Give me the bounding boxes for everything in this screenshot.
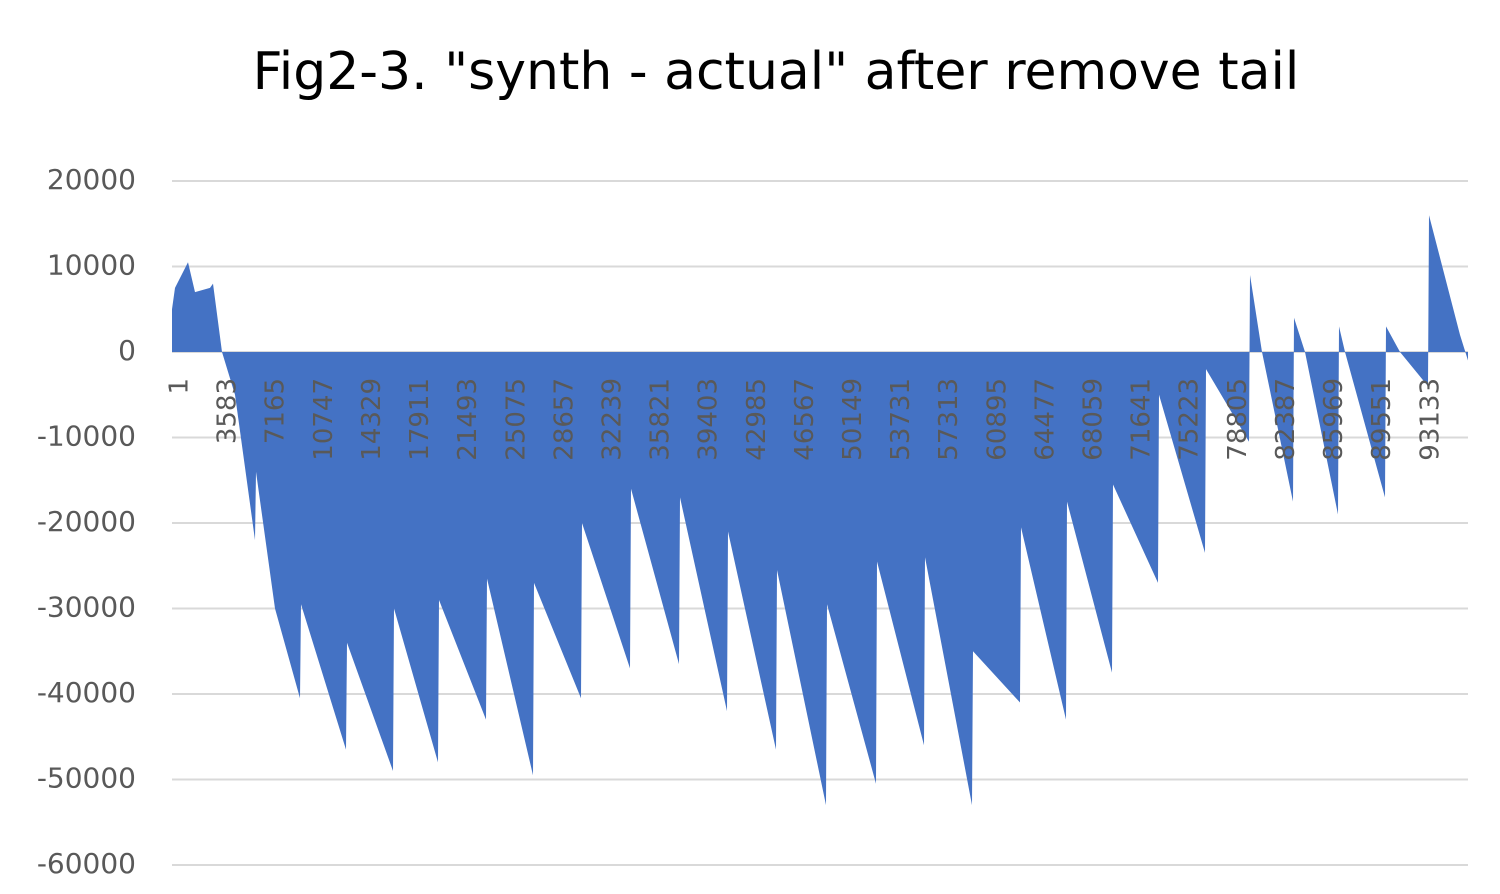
y-tick-label: -30000 bbox=[37, 591, 136, 624]
x-tick-label: 85969 bbox=[1319, 378, 1349, 461]
x-tick-label: 50149 bbox=[838, 378, 868, 461]
x-tick-label: 82387 bbox=[1271, 378, 1301, 461]
x-tick-label: 7165 bbox=[261, 378, 291, 444]
x-tick-label: 28657 bbox=[549, 378, 579, 461]
x-tick-label: 35821 bbox=[646, 378, 676, 461]
area bbox=[172, 215, 1468, 806]
x-tick-label: 17911 bbox=[405, 378, 435, 461]
x-tick-label: 14329 bbox=[357, 378, 387, 461]
x-tick-label: 75223 bbox=[1175, 378, 1205, 461]
x-tick-label: 10747 bbox=[309, 378, 339, 461]
x-tick-label: 78805 bbox=[1223, 378, 1253, 461]
x-tick-label: 32239 bbox=[597, 378, 627, 461]
chart-title: Fig2-3. "synth - actual" after remove ta… bbox=[253, 42, 1300, 102]
x-tick-label: 53731 bbox=[886, 378, 916, 461]
x-tick-label: 68059 bbox=[1079, 378, 1109, 461]
x-tick-label: 42985 bbox=[742, 378, 772, 461]
y-tick-label: -50000 bbox=[37, 762, 136, 795]
y-tick-label: 20000 bbox=[47, 163, 136, 196]
y-tick-label: -60000 bbox=[37, 847, 136, 880]
x-tick-label: 46567 bbox=[790, 378, 820, 461]
y-tick-label: 0 bbox=[118, 334, 136, 367]
x-tick-label: 21493 bbox=[453, 378, 483, 461]
y-tick-label: -40000 bbox=[37, 676, 136, 709]
x-tick-label: 89551 bbox=[1367, 378, 1397, 461]
x-tick-label: 60895 bbox=[982, 378, 1012, 461]
x-tick-label: 39403 bbox=[694, 378, 724, 461]
y-tick-label: 10000 bbox=[47, 249, 136, 282]
x-tick-label: 93133 bbox=[1415, 378, 1445, 461]
x-tick-label: 3583 bbox=[213, 378, 243, 444]
y-tick-label: -10000 bbox=[37, 420, 136, 453]
x-tick-label: 1 bbox=[165, 378, 195, 395]
x-tick-label: 25075 bbox=[501, 378, 531, 461]
y-tick-label: -20000 bbox=[37, 505, 136, 538]
x-tick-label: 71641 bbox=[1127, 378, 1157, 461]
x-tick-label: 57313 bbox=[934, 378, 964, 461]
x-tick-label: 64477 bbox=[1030, 378, 1060, 461]
